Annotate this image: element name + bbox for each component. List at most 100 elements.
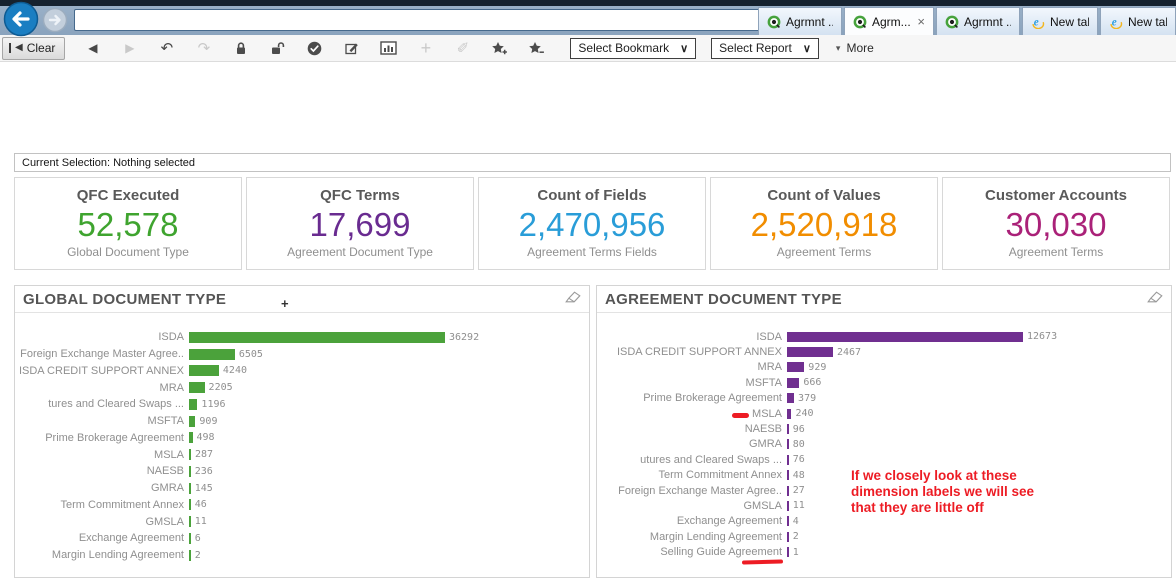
chart-dimension-label[interactable]: Exchange Agreement xyxy=(17,532,189,544)
browser-back-button[interactable] xyxy=(3,1,39,37)
chart-dimension-label[interactable]: MSLA xyxy=(599,408,787,420)
chart-bar[interactable] xyxy=(787,470,789,480)
bookmark-add-icon[interactable] xyxy=(481,36,518,60)
kpi-value: 52,578 xyxy=(15,206,241,243)
chart-bar[interactable] xyxy=(787,332,1023,342)
clear-back-arrow-icon: ◀ xyxy=(15,43,23,53)
chart-bar[interactable] xyxy=(787,424,789,434)
chart-dimension-label[interactable]: MSFTA xyxy=(599,377,787,389)
chart-bar[interactable] xyxy=(189,365,219,376)
chart-bar[interactable] xyxy=(787,439,789,449)
browser-forward-button[interactable] xyxy=(42,7,68,33)
chart-dimension-label[interactable]: Exchange Agreement xyxy=(599,515,787,527)
chart-bar[interactable] xyxy=(787,547,789,557)
bookmark-remove-icon[interactable] xyxy=(518,36,555,60)
select-bookmark-dropdown[interactable]: Select Bookmark ∨ xyxy=(570,38,696,59)
chart-bar[interactable] xyxy=(189,449,191,460)
chart-bar[interactable] xyxy=(189,382,205,393)
chart-dimension-label[interactable]: Term Commitment Annex xyxy=(599,469,787,481)
more-menu-button[interactable]: ▾ More xyxy=(836,41,874,55)
chart-dimension-label[interactable]: Margin Lending Agreement xyxy=(599,531,787,543)
chart-value-label: 80 xyxy=(793,439,805,450)
browser-tab[interactable]: eNew tab xyxy=(1022,7,1098,35)
chart-dimension-label[interactable]: Prime Brokerage Agreement xyxy=(17,432,189,444)
chart-bar[interactable] xyxy=(189,416,195,427)
clear-bar-icon xyxy=(9,43,11,53)
chart-dimension-label[interactable]: ISDA xyxy=(599,331,787,343)
browser-tab[interactable]: Agrmnt ... xyxy=(758,7,842,35)
kpi-card: QFC Executed52,578Global Document Type xyxy=(14,177,242,270)
kpi-card: QFC Terms17,699Agreement Document Type xyxy=(246,177,474,270)
chart-bar[interactable] xyxy=(787,501,789,511)
chart-dimension-label[interactable]: Selling Guide Agreement xyxy=(599,546,787,558)
browser-tab[interactable]: Agrmnt ... xyxy=(936,7,1020,35)
edit-notes-icon[interactable] xyxy=(333,36,370,60)
chart-bar[interactable] xyxy=(787,362,804,372)
chart-bar[interactable] xyxy=(189,349,235,360)
chart-value-label: 929 xyxy=(808,362,826,373)
chart-dimension-label[interactable]: NAESB xyxy=(599,423,787,435)
chart-dimension-label[interactable]: Foreign Exchange Master Agree.. xyxy=(599,485,787,497)
chart-bar[interactable] xyxy=(189,432,193,443)
chart-dimension-label[interactable]: Term Commitment Annex xyxy=(17,499,189,511)
chart-bar[interactable] xyxy=(787,516,789,526)
chart-dimension-label[interactable]: Foreign Exchange Master Agree.. xyxy=(17,348,189,360)
undo-icon[interactable]: ↶ xyxy=(148,36,185,60)
chart-bar[interactable] xyxy=(787,532,789,542)
chart-bar[interactable] xyxy=(787,486,789,496)
chart-bar[interactable] xyxy=(189,516,191,527)
chart-dimension-label[interactable]: MRA xyxy=(17,382,189,394)
chart-bar[interactable] xyxy=(787,393,794,403)
chart-bar[interactable] xyxy=(787,347,833,357)
chart-value-label: 2 xyxy=(793,531,799,542)
chart-dimension-label[interactable]: NAESB xyxy=(17,465,189,477)
chart-dimension-label[interactable]: Margin Lending Agreement xyxy=(17,549,189,561)
chart-bar[interactable] xyxy=(189,399,197,410)
browser-tab[interactable]: eNew tab xyxy=(1100,7,1176,35)
chart-value-label: 2205 xyxy=(209,382,233,393)
chart-bar[interactable] xyxy=(189,466,191,477)
chart-value-label: 6505 xyxy=(239,349,263,360)
chart-dimension-label[interactable]: GMRA xyxy=(17,482,189,494)
chart-bar[interactable] xyxy=(189,533,191,544)
chart-row: Exchange Agreement6 xyxy=(17,530,589,547)
chart-bar[interactable] xyxy=(787,455,789,465)
chart-bar[interactable] xyxy=(787,378,799,388)
eraser-icon[interactable] xyxy=(565,290,581,308)
chart-bar[interactable] xyxy=(787,409,791,419)
kpi-sublabel: Global Document Type xyxy=(15,245,241,259)
chart-dimension-label[interactable]: ISDA CREDIT SUPPORT ANNEX xyxy=(599,346,787,358)
select-report-dropdown[interactable]: Select Report ∨ xyxy=(711,38,819,59)
chart-dimension-label[interactable]: GMSLA xyxy=(17,516,189,528)
chart-plot-area: ISDA12673ISDA CREDIT SUPPORT ANNEX2467MR… xyxy=(597,313,1171,560)
eraser-icon[interactable] xyxy=(1147,290,1163,308)
chevron-down-icon: ∨ xyxy=(680,42,688,55)
chart-dimension-label[interactable]: Prime Brokerage Agreement xyxy=(599,392,787,404)
chart-dimension-label[interactable]: MSFTA xyxy=(17,415,189,427)
unlock-icon[interactable] xyxy=(259,36,296,60)
chart-properties-icon[interactable] xyxy=(370,36,407,60)
back-icon[interactable]: ◀ xyxy=(74,36,111,60)
chart-bar[interactable] xyxy=(189,332,445,343)
chart-dimension-label[interactable]: GMRA xyxy=(599,438,787,450)
chart-bar[interactable] xyxy=(189,550,191,561)
chart-bar[interactable] xyxy=(189,499,191,510)
chart-dimension-label[interactable]: utures and Cleared Swaps ... xyxy=(599,454,787,466)
chart-bar[interactable] xyxy=(189,483,191,494)
chart-dimension-label[interactable]: MRA xyxy=(599,361,787,373)
apply-check-icon[interactable] xyxy=(296,36,333,60)
clear-selections-button[interactable]: ◀ Clear xyxy=(2,37,65,60)
chart-dimension-label[interactable]: ISDA CREDIT SUPPORT ANNEX xyxy=(17,365,189,377)
chart-dimension-label[interactable]: GMSLA xyxy=(599,500,787,512)
chart-dimension-label[interactable]: ISDA xyxy=(17,331,189,343)
chart-dimension-label[interactable]: tures and Cleared Swaps ... xyxy=(17,398,189,410)
chart-row: ISDA36292 xyxy=(17,329,589,346)
lock-icon[interactable] xyxy=(222,36,259,60)
tab-label: New tab xyxy=(1050,15,1089,29)
browser-tab[interactable]: Agrm...× xyxy=(844,7,934,35)
chart-row: MSFTA909 xyxy=(17,413,589,430)
chart-row: MSLA287 xyxy=(17,446,589,463)
tab-close-icon[interactable]: × xyxy=(917,15,925,28)
chart-dimension-label[interactable]: MSLA xyxy=(17,449,189,461)
address-bar-input[interactable] xyxy=(74,9,764,31)
